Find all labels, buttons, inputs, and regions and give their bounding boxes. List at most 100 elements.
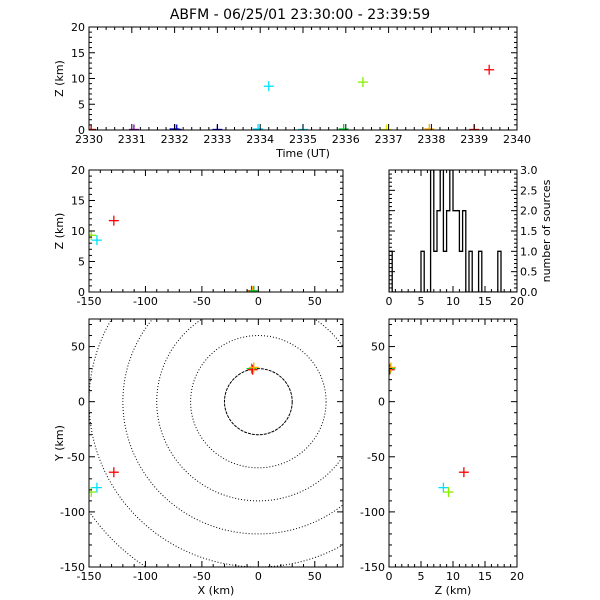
data-point [128, 124, 139, 130]
y-tick-label: -50 [67, 451, 85, 464]
panel-time-frame [88, 26, 518, 131]
y-axis-label: Z (km) [53, 60, 66, 97]
x-tick-label: 2337 [375, 133, 403, 146]
x-tick-label: -150 [77, 570, 102, 583]
panel-zy: 0 5 10 15 20 -150 -100 -50 0 50 Z (km) [360, 318, 524, 597]
x-axis-label: X (km) [198, 584, 235, 597]
y-tick-label: 0 [78, 286, 85, 299]
y-tick-label: 15 [71, 195, 85, 208]
y-tick-label: -150 [360, 561, 385, 574]
y-tick-label: -50 [367, 451, 385, 464]
panel-xz-points [89, 215, 259, 292]
y-tick-label: 2.0 [520, 205, 538, 218]
x-tick-label: 0 [386, 570, 393, 583]
y-tick-label: 0 [78, 124, 85, 137]
y-tick-label: 20 [71, 164, 85, 177]
y-tick-label: -100 [360, 506, 385, 519]
y-tick-label: 3.0 [520, 164, 538, 177]
x-tick-label: 15 [478, 295, 492, 308]
data-point [443, 487, 454, 498]
data-point [108, 215, 119, 226]
y-tick-label: 50 [71, 341, 85, 354]
data-point [91, 482, 102, 493]
y-axis-label: Z (km) [53, 213, 66, 250]
data-point [248, 362, 259, 373]
x-tick-label: -100 [133, 295, 158, 308]
x-tick-label: 0 [386, 295, 393, 308]
data-point [389, 362, 396, 373]
data-point [357, 77, 368, 88]
x-tick-label: -50 [193, 295, 211, 308]
data-point [438, 482, 449, 493]
y-axis-label: Y (km) [53, 425, 66, 462]
y-tick-label: 10 [71, 225, 85, 238]
data-point [248, 285, 259, 292]
data-point [381, 124, 392, 130]
y-tick-label: 0 [78, 396, 85, 409]
x-tick-label: 20 [510, 295, 524, 308]
data-point [89, 230, 97, 241]
panel-xy: -150 -100 -50 0 50 -150 -100 -50 0 50 X (km) Y (km) [53, 318, 344, 597]
x-tick-label: 2340 [503, 133, 531, 146]
y-tick-label: 0 [378, 396, 385, 409]
y-tick-label: -150 [60, 561, 85, 574]
range-ring [122, 319, 343, 535]
x-tick-label: 15 [478, 570, 492, 583]
data-point [89, 487, 97, 498]
data-point [89, 124, 97, 130]
y-tick-label: 50 [371, 341, 385, 354]
y-tick-label: 0.5 [520, 266, 538, 279]
x-tick-label: 2333 [203, 133, 231, 146]
data-point [484, 64, 495, 75]
x-axis-label: Z (km) [435, 584, 472, 597]
panels: 2330 2331 2332 2333 2334 2335 2336 2337 2338 2339… [53, 21, 554, 597]
x-axis-label: Time (UT) [275, 147, 330, 160]
x-tick-label: 0 [255, 570, 262, 583]
x-tick-label: 2331 [118, 133, 146, 146]
x-tick-label: 50 [308, 570, 322, 583]
panel-zy-frame [388, 318, 518, 568]
x-tick-label: 10 [446, 570, 460, 583]
y-tick-label: 5 [78, 98, 85, 111]
x-tick-label: 50 [308, 295, 322, 308]
data-point [246, 363, 257, 374]
data-point [458, 467, 469, 478]
y-tick-label: 2.5 [520, 184, 538, 197]
data-point [91, 235, 102, 246]
figure-title: ABFM - 06/25/01 23:30:00 - 23:39:59 [170, 7, 430, 23]
x-tick-label: 2334 [246, 133, 274, 146]
data-point [424, 123, 435, 130]
panel-zy-points [389, 362, 469, 498]
data-point [389, 364, 395, 375]
data-point [253, 123, 264, 130]
y-tick-label: 15 [71, 47, 85, 60]
data-point [247, 364, 258, 375]
x-tick-label: 0 [255, 295, 262, 308]
data-point [108, 467, 119, 478]
range-ring [156, 319, 343, 502]
data-point [171, 124, 182, 130]
y-tick-label: 5 [78, 256, 85, 269]
x-tick-label: -50 [193, 570, 211, 583]
range-ring [223, 368, 293, 436]
range-ring [89, 510, 148, 567]
x-tick-label: 2335 [289, 133, 317, 146]
data-point [263, 81, 274, 92]
y-tick-label: 1.5 [520, 225, 538, 238]
panel-xy-rings [89, 319, 343, 567]
y-tick-label: 0.0 [520, 286, 538, 299]
y-tick-label: 20 [71, 21, 85, 34]
panel-xy-points [89, 362, 259, 498]
panel-time-points [89, 64, 495, 130]
x-tick-label: -100 [133, 570, 158, 583]
x-tick-label: 2332 [161, 133, 189, 146]
panel-xz: -150 -100 -50 0 50 0 5 10 15 20 Z (km) [53, 164, 344, 308]
x-tick-label: 5 [418, 295, 425, 308]
x-tick-label: 5 [418, 570, 425, 583]
panel-xy-frame [88, 318, 344, 568]
panel-xz-frame [88, 169, 344, 293]
histogram-step-line [389, 170, 517, 292]
